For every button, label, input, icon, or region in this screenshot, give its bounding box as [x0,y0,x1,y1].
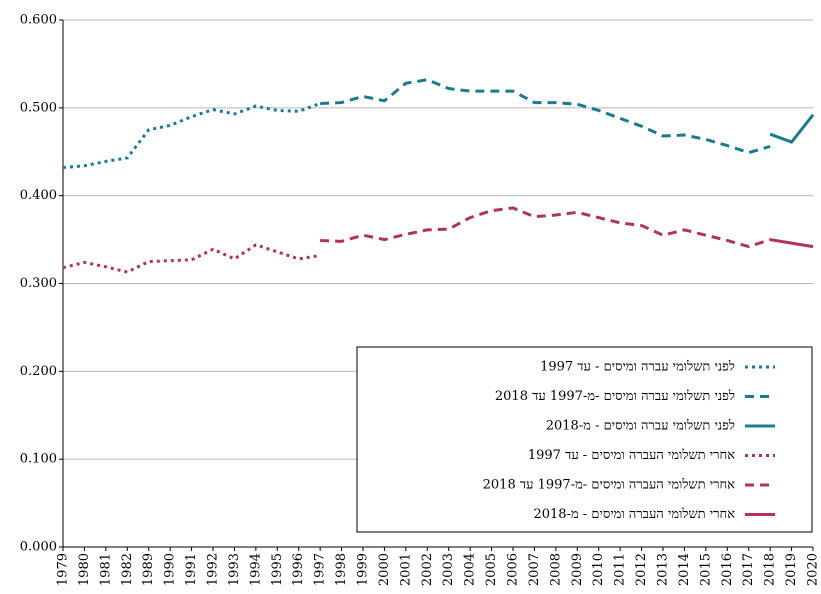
legend-label: לפני תשלומי עברה ומיסים -מ-1997 עד 2018 [495,389,735,404]
legend-label: אחרי תשלומי העברה ומיסים - עד 1997 [528,448,735,463]
x-tick-label: 1981 [98,553,113,586]
x-tick-label: 2012 [634,553,649,586]
x-tick-label: 2000 [377,553,392,586]
x-tick-label: 2014 [677,553,692,586]
y-tick-label: 0.200 [20,364,57,379]
x-tick-label: 1997 [313,553,328,586]
y-tick-label: 0.100 [20,452,57,467]
series-line [62,243,321,274]
y-tick-label: 0.500 [20,100,57,115]
x-tick-label: 1998 [334,553,349,586]
x-tick-label: 2008 [548,553,563,586]
x-tick-label: 1989 [141,553,156,586]
x-tick-label: 1995 [270,553,285,586]
x-tick-label: 2005 [484,553,499,586]
y-tick-label: 0.300 [20,276,57,291]
x-tick-label: 2019 [784,553,799,586]
series-line [62,102,321,170]
y-tick-label: 0.000 [20,540,57,555]
x-tick-label: 1999 [356,553,371,586]
series-line [320,78,771,155]
legend: לפני תשלומי עברה ומיסים - עד 1997 לפני תש… [356,346,813,533]
x-tick-label: 1993 [227,553,242,586]
x-tick-label: 2020 [806,553,821,586]
x-tick-label: 2011 [613,553,628,586]
legend-label: לפני תשלומי עברה ומיסים - עד 1997 [540,360,735,375]
legend-box [356,346,813,533]
series-line [769,238,814,249]
x-tick-label: 1994 [248,553,263,586]
series-line [769,113,815,144]
legend-label: אחרי תשלומי העברה ומיסים -מ-1997 עד 2018 [483,478,736,493]
x-tick-label: 2001 [398,553,413,586]
x-tick-label: 2009 [570,553,585,586]
x-tick-label: 1991 [184,553,199,586]
y-tick-label: 0.600 [20,13,57,28]
x-tick-label: 2006 [506,553,521,586]
legend-label: אחרי תשלומי העברה ומיסים - מ-2018 [533,507,735,522]
x-tick-label: 1980 [77,553,92,586]
x-tick-label: 2015 [698,553,713,586]
x-tick-label: 2002 [420,553,435,586]
x-tick-label: 2013 [656,553,671,586]
x-tick-label: 1979 [56,553,71,586]
x-tick-label: 2017 [741,553,756,586]
x-tick-label: 2003 [441,553,456,586]
series-line [320,206,771,249]
x-tick-label: 1982 [120,553,135,586]
x-tick-label: 1996 [291,553,306,586]
x-tick-label: 2004 [463,553,478,586]
y-tick-label: 0.400 [20,188,57,203]
x-tick-label: 2010 [591,553,606,586]
x-tick-label: 2018 [763,553,778,586]
x-tick-label: 2007 [527,553,542,586]
x-tick-label: 1990 [163,553,178,586]
legend-label: לפני תשלומי עברה ומיסים - מ-2018 [546,419,735,434]
x-tick-label: 1992 [206,553,221,586]
x-tick-label: 2016 [720,553,735,586]
